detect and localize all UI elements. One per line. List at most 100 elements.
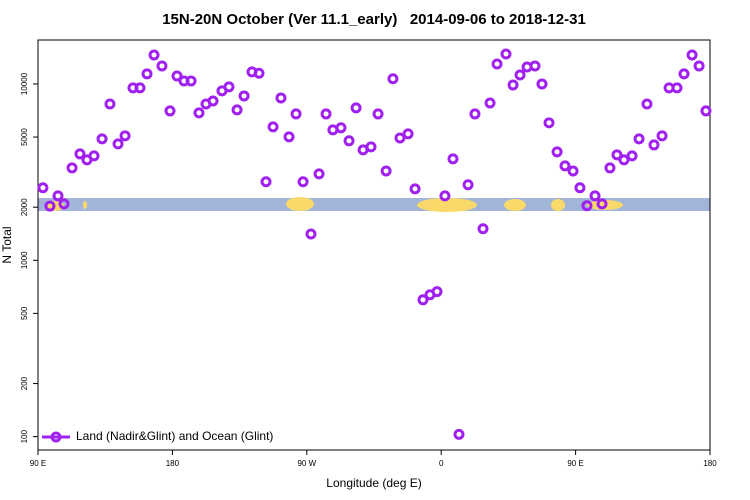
land: [286, 197, 314, 211]
point: [394, 132, 406, 144]
x-tick-label: 90 E: [30, 459, 46, 468]
point: [589, 190, 601, 202]
y-tick-label: 2000: [20, 198, 29, 216]
point: [350, 102, 362, 114]
point: [491, 58, 503, 70]
x-tick-label: 0: [439, 459, 444, 468]
point: [462, 179, 474, 191]
point: [58, 198, 70, 210]
point: [409, 183, 421, 195]
point: [231, 104, 243, 116]
point: [66, 162, 78, 174]
ocean-strip: [38, 198, 710, 211]
point: [238, 90, 250, 102]
point: [267, 121, 279, 133]
x-tick-label: 180: [703, 459, 717, 468]
x-tick-label: 180: [166, 459, 180, 468]
y-tick-label: 500: [20, 306, 29, 320]
point: [260, 176, 272, 188]
land: [504, 199, 526, 211]
y-tick-label: 200: [20, 376, 29, 390]
point: [439, 190, 451, 202]
point: [148, 49, 160, 61]
point: [453, 428, 465, 440]
point: [431, 286, 443, 298]
point: [417, 294, 429, 306]
chart-title: 15N-20N October (Ver 11.1_early) 2014-09…: [162, 11, 586, 28]
legend-marker: [50, 431, 62, 443]
point: [380, 165, 392, 177]
point: [156, 60, 168, 72]
point: [529, 60, 541, 72]
point: [477, 223, 489, 235]
point: [96, 133, 108, 145]
point: [171, 70, 183, 82]
point: [164, 105, 176, 117]
point: [551, 146, 563, 158]
x-axis-label: Longitude (deg E): [326, 476, 421, 490]
point: [574, 182, 586, 194]
point: [290, 108, 302, 120]
point: [141, 68, 153, 80]
point: [671, 82, 683, 94]
point: [484, 97, 496, 109]
point: [648, 139, 660, 151]
point: [611, 149, 623, 161]
land-patches: [46, 197, 623, 212]
y-tick-label: 1000: [20, 251, 29, 269]
point: [253, 67, 265, 79]
point: [686, 49, 698, 61]
point: [656, 130, 668, 142]
point: [74, 148, 86, 160]
point: [596, 198, 608, 210]
point: [581, 200, 593, 212]
y-tick-label: 100: [20, 429, 29, 443]
point: [469, 108, 481, 120]
point: [678, 68, 690, 80]
point: [618, 154, 630, 166]
point: [372, 108, 384, 120]
point: [387, 73, 399, 85]
plot-frame: [37, 39, 711, 451]
point: [700, 105, 712, 117]
point: [119, 130, 131, 142]
point: [37, 182, 49, 194]
point: [343, 135, 355, 147]
point: [52, 190, 64, 202]
point: [633, 133, 645, 145]
point: [283, 131, 295, 143]
point: [88, 150, 100, 162]
point: [567, 165, 579, 177]
point: [365, 141, 377, 153]
point: [626, 150, 638, 162]
point: [693, 60, 705, 72]
point: [275, 92, 287, 104]
y-axis-label: N Total: [0, 226, 14, 263]
point: [193, 107, 205, 119]
legend: Land (Nadir&Glint) and Ocean (Glint): [42, 429, 273, 443]
y-tick-label: 5000: [20, 128, 29, 146]
point: [207, 95, 219, 107]
point: [543, 117, 555, 129]
point: [641, 98, 653, 110]
land: [551, 199, 565, 211]
point: [297, 176, 309, 188]
point: [335, 122, 347, 134]
point: [536, 78, 548, 90]
x-tick-label: 90 E: [567, 459, 583, 468]
legend-label: Land (Nadir&Glint) and Ocean (Glint): [76, 429, 273, 443]
point: [559, 160, 571, 172]
point: [313, 168, 325, 180]
point: [185, 75, 197, 87]
point: [604, 162, 616, 174]
point: [112, 138, 124, 150]
point: [134, 82, 146, 94]
point: [507, 79, 519, 91]
land: [83, 201, 87, 209]
point: [500, 48, 512, 60]
point: [44, 200, 56, 212]
land: [417, 198, 477, 212]
point: [402, 128, 414, 140]
